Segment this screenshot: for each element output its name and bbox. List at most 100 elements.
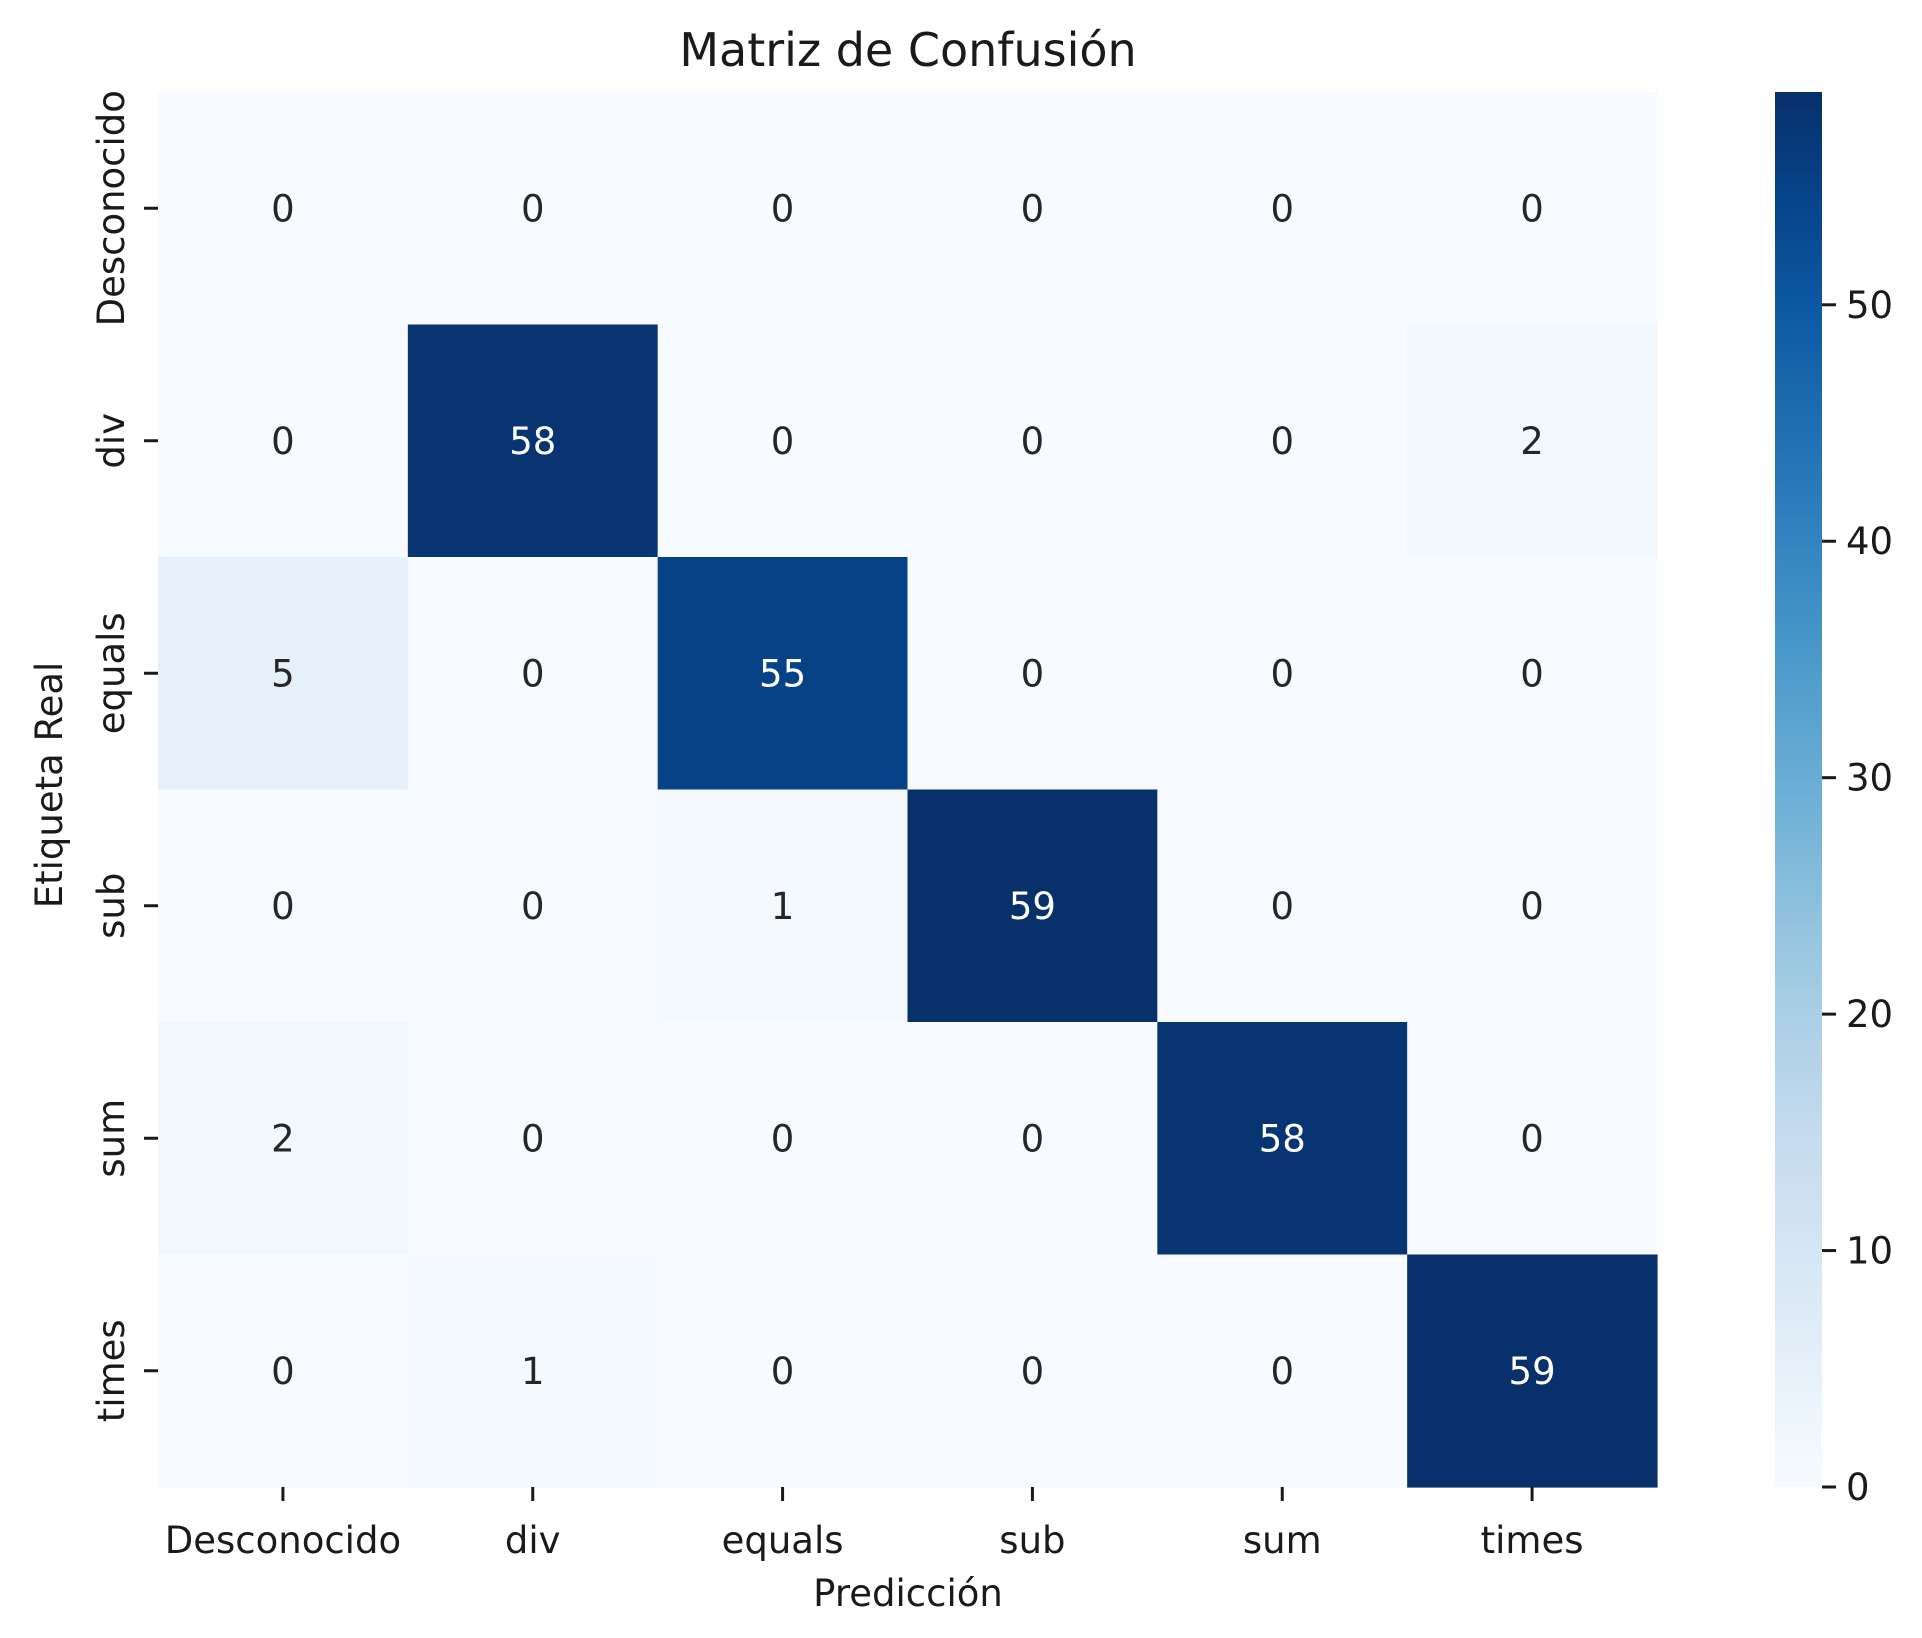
heatmap-cell: [407, 1022, 659, 1256]
cell-value-label: 0: [271, 1350, 295, 1393]
heatmap-cell: [407, 1254, 659, 1488]
heatmap-cell: [1157, 789, 1408, 1023]
heatmap-cells: [158, 92, 1658, 1488]
heatmap-cell: [907, 789, 1158, 1023]
heatmap-cell: [657, 92, 909, 326]
heatmap-cell: [1407, 1254, 1658, 1488]
heatmap-cell: [1407, 324, 1658, 558]
cell-value-label: 0: [271, 187, 295, 230]
cell-value-label: 0: [1270, 885, 1294, 928]
heatmap-cell: [407, 92, 659, 326]
cell-value-label: 58: [509, 420, 556, 463]
heatmap-cell: [158, 789, 409, 1023]
cell-value-label: 0: [1520, 1117, 1544, 1160]
cell-value-label: 0: [271, 420, 295, 463]
heatmap-cell: [1157, 1022, 1408, 1256]
cell-value-label: 58: [1259, 1117, 1306, 1160]
cell-value-label: 0: [1520, 187, 1544, 230]
colorbar-tick-label: 40: [1846, 520, 1893, 563]
cell-value-label: 0: [1270, 420, 1294, 463]
y-tick-label: sub: [90, 873, 133, 939]
heatmap-cell: [158, 324, 409, 558]
colorbar: [1775, 92, 1822, 1487]
y-axis-label: Etiqueta Real: [28, 662, 71, 909]
heatmap-cell: [1157, 557, 1408, 791]
cell-value-label: 0: [521, 652, 545, 695]
y-tick-label: div: [90, 413, 133, 469]
heatmap-cell: [1407, 557, 1658, 791]
heatmap-cell: [907, 324, 1158, 558]
heatmap-cell: [657, 324, 909, 558]
cell-value-label: 2: [1520, 420, 1544, 463]
y-tick-label: times: [90, 1319, 133, 1422]
heatmap-cell: [407, 557, 659, 791]
cell-value-label: 0: [1021, 420, 1045, 463]
heatmap-cell: [657, 1254, 909, 1488]
heatmap-cell: [907, 1022, 1158, 1256]
y-axis-ticks: Desconocido div equals sub sum times: [90, 90, 158, 1422]
x-tick-label: equals: [722, 1519, 844, 1562]
cell-value-label: 0: [521, 187, 545, 230]
heatmap-cell: [1407, 1022, 1658, 1256]
heatmap-cell: [1157, 1254, 1408, 1488]
heatmap-cell: [907, 92, 1158, 326]
cell-value-label: 0: [1270, 1350, 1294, 1393]
cell-value-label: 1: [521, 1350, 545, 1393]
y-tick-label: equals: [90, 612, 133, 734]
cell-value-label: 0: [1021, 187, 1045, 230]
heatmap-cell: [1407, 789, 1658, 1023]
heatmap-cell: [407, 324, 659, 558]
colorbar-tick-label: 0: [1846, 1466, 1870, 1509]
chart-title: Matriz de Confusión: [679, 23, 1136, 77]
colorbar-tick-label: 20: [1846, 993, 1893, 1036]
heatmap-cell: [907, 1254, 1158, 1488]
heatmap-cell: [1157, 324, 1408, 558]
cell-value-label: 0: [521, 1117, 545, 1160]
heatmap-cell: [657, 557, 909, 791]
cell-value-label: 0: [1270, 652, 1294, 695]
cell-value-label: 0: [1021, 652, 1045, 695]
heatmap-cell: [407, 789, 659, 1023]
x-axis-label: Predicción: [813, 1572, 1003, 1615]
cell-value-label: 55: [759, 652, 806, 695]
heatmap-cell: [657, 1022, 909, 1256]
heatmap-cell: [158, 1022, 409, 1256]
heatmap-cell: [657, 789, 909, 1023]
x-axis-ticks: Desconocido div equals sub sum times: [165, 1487, 1584, 1562]
colorbar-tick-label: 50: [1846, 284, 1893, 327]
cell-value-label: 0: [771, 420, 795, 463]
cell-value-label: 0: [771, 187, 795, 230]
x-tick-label: sum: [1243, 1519, 1322, 1562]
heatmap-cell: [158, 92, 409, 326]
heatmap-cell: [1157, 92, 1408, 326]
cell-value-label: 0: [771, 1117, 795, 1160]
x-tick-label: times: [1481, 1519, 1584, 1562]
y-tick-label: sum: [90, 1099, 133, 1178]
cell-value-label: 0: [521, 885, 545, 928]
cell-value-label: 59: [1009, 885, 1056, 928]
heatmap-cell: [158, 557, 409, 791]
cell-value-label: 0: [1021, 1350, 1045, 1393]
cell-value-label: 0: [1021, 1117, 1045, 1160]
colorbar-tick-label: 30: [1846, 757, 1893, 800]
cell-value-label: 0: [1520, 885, 1544, 928]
cell-value-label: 1: [771, 885, 795, 928]
colorbar-tick-label: 10: [1846, 1230, 1893, 1273]
cell-value-label: 0: [1270, 187, 1294, 230]
colorbar-ticks: 0 10 20 30 40 50: [1822, 284, 1893, 1509]
heatmap-cell-labels: 0 0 0 0 0 0 0 58 0 0 0 2 5 0 55 0 0 0 0 0 1 59 0 0 2 0 0 0 58 0 0 1 0 0 0 5…: [271, 187, 1555, 1393]
heatmap-cell: [907, 557, 1158, 791]
cell-value-label: 0: [271, 885, 295, 928]
cell-value-label: 5: [271, 652, 295, 695]
cell-value-label: 0: [1520, 652, 1544, 695]
y-tick-label: Desconocido: [90, 90, 133, 326]
x-tick-label: Desconocido: [165, 1519, 401, 1562]
heatmap-cell: [158, 1254, 409, 1488]
heatmap-cell: [1407, 92, 1658, 326]
x-tick-label: sub: [999, 1519, 1065, 1562]
cell-value-label: 0: [771, 1350, 795, 1393]
cell-value-label: 59: [1509, 1350, 1556, 1393]
cell-value-label: 2: [271, 1117, 295, 1160]
x-tick-label: div: [505, 1519, 561, 1562]
